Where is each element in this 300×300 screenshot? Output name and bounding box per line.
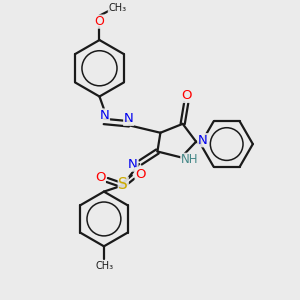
Text: N: N bbox=[124, 112, 134, 125]
Text: CH₃: CH₃ bbox=[95, 261, 113, 271]
Text: S: S bbox=[118, 177, 128, 192]
Text: O: O bbox=[135, 168, 146, 181]
Text: N: N bbox=[128, 158, 138, 171]
Text: CH₃: CH₃ bbox=[108, 3, 126, 13]
Text: O: O bbox=[181, 89, 191, 102]
Text: NH: NH bbox=[181, 153, 198, 166]
Text: N: N bbox=[198, 134, 208, 147]
Text: N: N bbox=[100, 109, 110, 122]
Text: O: O bbox=[94, 15, 104, 28]
Text: O: O bbox=[95, 170, 105, 184]
